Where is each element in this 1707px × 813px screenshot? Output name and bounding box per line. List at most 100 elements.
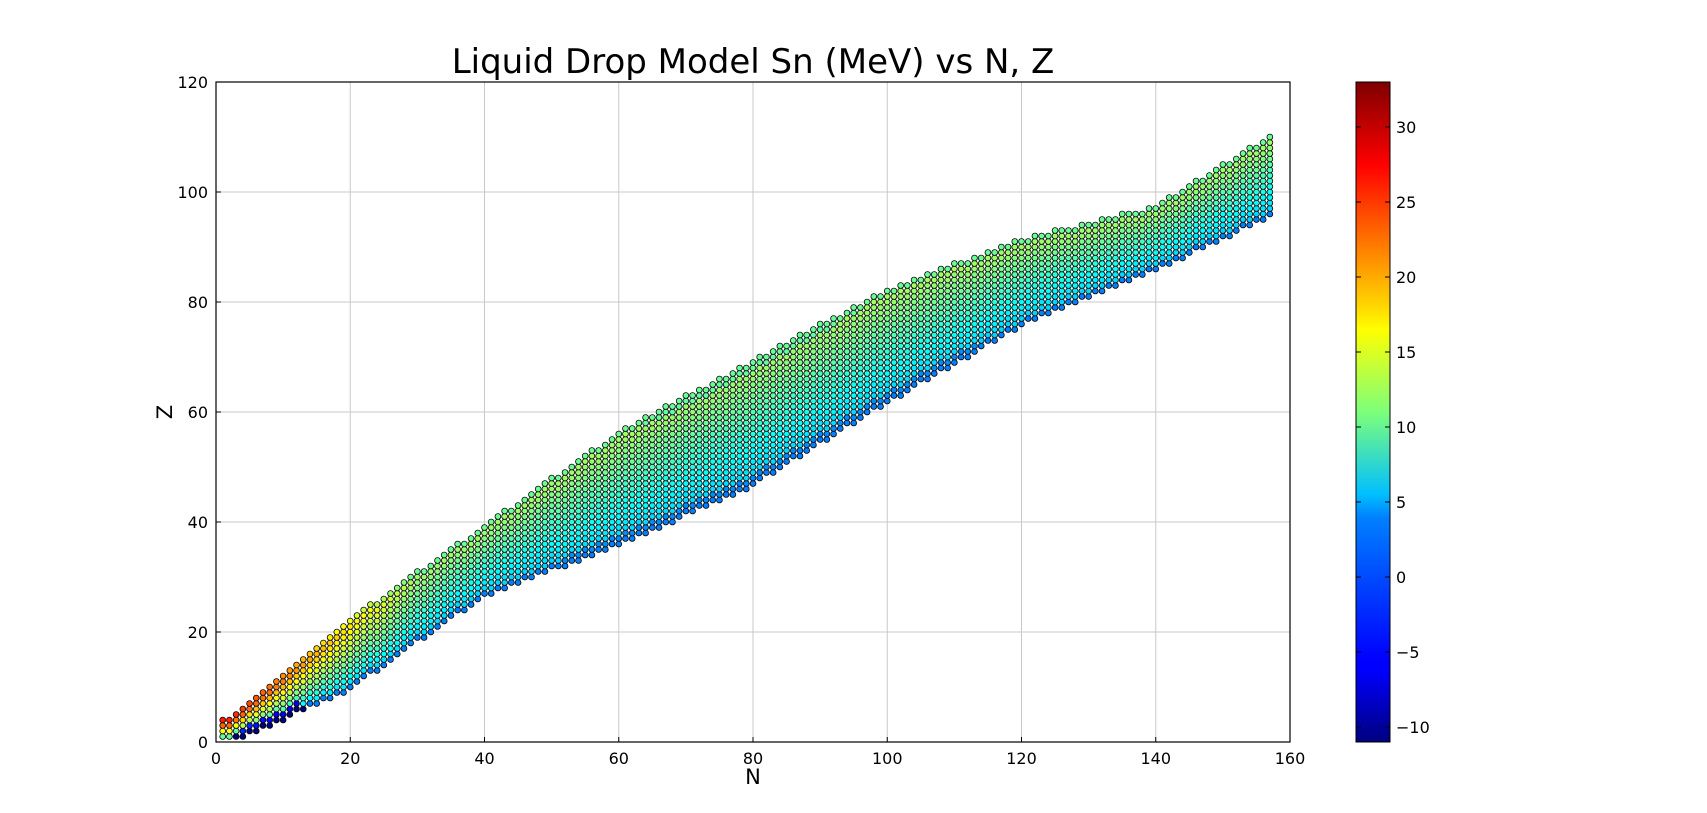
data-point	[971, 315, 978, 322]
data-point	[736, 370, 743, 377]
data-point	[649, 414, 656, 421]
data-point	[1024, 282, 1032, 289]
data-point	[575, 469, 582, 476]
data-point	[796, 403, 804, 410]
data-point	[789, 370, 797, 377]
data-point	[447, 546, 455, 553]
data-point	[1233, 194, 1240, 201]
data-point	[642, 425, 649, 432]
data-point	[1139, 243, 1146, 251]
data-point	[1078, 282, 1086, 289]
data-point	[810, 386, 817, 394]
data-point	[904, 315, 911, 322]
data-point	[1172, 216, 1180, 223]
data-point	[440, 612, 448, 619]
data-point	[1058, 271, 1066, 278]
data-point	[387, 639, 394, 647]
data-point	[709, 381, 717, 388]
data-point	[776, 430, 784, 438]
data-point	[1118, 243, 1126, 251]
data-point	[722, 408, 730, 416]
data-point	[494, 584, 502, 592]
data-point	[736, 485, 743, 493]
data-point	[1206, 210, 1213, 218]
data-point	[729, 425, 737, 432]
data-point	[951, 359, 958, 366]
data-point	[857, 331, 864, 339]
colorbar-tick-label: 5	[1396, 493, 1406, 512]
data-point	[662, 491, 670, 498]
data-point	[655, 480, 663, 487]
data-point	[494, 513, 502, 520]
data-point	[1125, 227, 1133, 234]
data-point	[850, 381, 857, 388]
data-point	[810, 364, 817, 372]
data-point	[971, 282, 978, 289]
data-point	[937, 326, 945, 333]
data-point	[407, 573, 414, 581]
data-point	[622, 518, 629, 526]
data-point	[857, 304, 864, 311]
data-point	[877, 331, 884, 339]
data-point	[1045, 282, 1052, 289]
data-point	[964, 293, 972, 300]
data-point	[783, 370, 790, 377]
data-point	[1206, 199, 1213, 207]
data-point	[232, 716, 240, 724]
data-point	[1239, 183, 1247, 190]
data-point	[1246, 216, 1254, 223]
data-point	[1031, 298, 1039, 306]
data-point	[407, 595, 414, 603]
data-point	[816, 386, 824, 394]
data-point	[501, 568, 508, 575]
data-point	[1199, 216, 1207, 223]
data-point	[252, 716, 260, 724]
data-point	[769, 441, 777, 449]
data-point	[763, 392, 770, 399]
data-point	[702, 425, 710, 432]
data-point	[608, 480, 616, 487]
data-point	[957, 304, 965, 311]
data-point	[306, 656, 314, 663]
data-point	[608, 469, 616, 476]
data-point	[1038, 271, 1045, 278]
data-point	[924, 293, 931, 300]
data-point	[440, 590, 448, 597]
data-point	[487, 584, 495, 592]
data-point	[393, 623, 401, 630]
data-point	[393, 628, 401, 636]
data-point	[299, 667, 307, 674]
data-point	[695, 436, 703, 443]
data-point	[655, 441, 663, 449]
data-point	[1024, 254, 1032, 262]
data-point	[1031, 254, 1039, 262]
data-point	[541, 535, 549, 542]
data-point	[521, 518, 529, 526]
data-point	[977, 271, 985, 278]
data-point	[528, 507, 535, 515]
data-point	[675, 480, 683, 487]
data-point	[769, 458, 777, 465]
data-point	[420, 573, 428, 581]
data-point	[1226, 210, 1233, 218]
data-point	[1253, 150, 1260, 157]
data-point	[823, 353, 831, 361]
data-point	[226, 733, 233, 740]
data-point	[971, 337, 978, 344]
data-point	[675, 458, 683, 465]
data-point	[447, 595, 455, 603]
data-point	[776, 375, 784, 383]
data-point	[1078, 227, 1086, 234]
data-point	[1145, 238, 1153, 245]
data-point	[508, 579, 515, 586]
data-point	[595, 546, 602, 553]
data-point	[964, 315, 972, 322]
data-point	[709, 463, 717, 471]
data-point	[944, 271, 951, 278]
data-point	[481, 562, 488, 570]
data-point	[823, 320, 831, 328]
data-point	[1078, 249, 1086, 256]
data-point	[937, 359, 945, 366]
data-point	[1045, 265, 1052, 273]
data-point	[1239, 216, 1247, 223]
